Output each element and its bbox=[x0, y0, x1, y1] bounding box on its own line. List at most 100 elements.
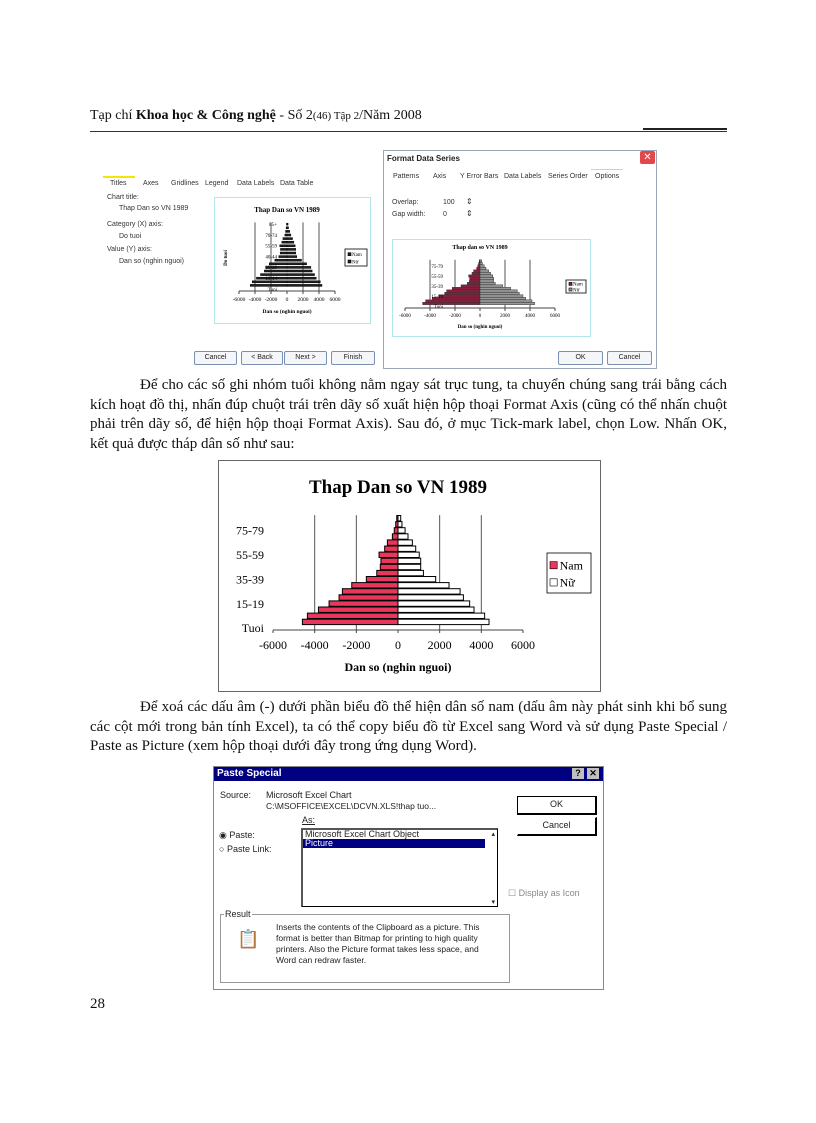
paste-radio[interactable]: ◉ Paste: bbox=[219, 830, 255, 840]
ok-button[interactable]: OK bbox=[558, 351, 603, 365]
bar-nam bbox=[281, 240, 288, 244]
cancel-button[interactable]: Cancel bbox=[517, 817, 597, 836]
bar-nu bbox=[397, 606, 475, 613]
x-tick-label: 6000 bbox=[511, 638, 535, 652]
paste-as-listbox[interactable]: Microsoft Excel Chart Object Picture ▴ ▾ bbox=[301, 828, 498, 907]
bar-nu bbox=[479, 299, 533, 303]
bar-nu bbox=[479, 287, 511, 290]
legend-swatch bbox=[568, 282, 573, 286]
bar-nu bbox=[397, 527, 406, 534]
tab-gridlines[interactable]: Gridlines bbox=[171, 180, 199, 187]
category-label: 85+ bbox=[269, 223, 277, 228]
bar-nu bbox=[397, 563, 422, 571]
chart-title-input[interactable]: Thap Dan so VN 1989 bbox=[119, 205, 189, 212]
display-as-icon-checkbox[interactable]: ☐ Display as Icon bbox=[508, 888, 580, 898]
bar-nu bbox=[479, 294, 524, 298]
gap-width-input[interactable]: 0 bbox=[443, 211, 447, 218]
list-item[interactable]: Microsoft Excel Chart Object bbox=[305, 829, 420, 839]
radio-selected-icon: ◉ bbox=[219, 830, 227, 840]
cancel-button[interactable]: Cancel bbox=[194, 351, 237, 365]
bar-nu bbox=[397, 588, 461, 595]
tab-legend[interactable]: Legend bbox=[205, 180, 229, 187]
gap-width-label: Gap width: bbox=[392, 211, 426, 218]
bar-nam bbox=[469, 277, 481, 280]
bar-nam bbox=[378, 551, 399, 558]
tab-patterns[interactable]: Patterns bbox=[393, 173, 420, 180]
paste-link-radio[interactable]: ○ Paste Link: bbox=[219, 844, 272, 854]
scroll-down-icon[interactable]: ▾ bbox=[491, 899, 495, 906]
tab-series-order[interactable]: Series Order bbox=[548, 173, 588, 180]
cancel-button[interactable]: Cancel bbox=[607, 351, 652, 365]
bar-nam bbox=[476, 267, 481, 270]
series-preview-svg: Thap dan so VN 1989 -6000 -4000 -2000 0 2000 4… bbox=[399, 245, 587, 330]
bar-nu bbox=[397, 569, 424, 577]
tab-titles[interactable]: Titles bbox=[110, 180, 127, 187]
tab-data-table[interactable]: Data Table bbox=[280, 180, 314, 187]
tab-data-labels[interactable]: Data Labels bbox=[237, 180, 275, 187]
value-axis-label: Value (Y) axis: bbox=[107, 246, 152, 253]
legend-swatch bbox=[549, 578, 558, 587]
clipboard-icon: 📋 bbox=[237, 929, 260, 949]
x-axis-label: Dan so (nghin nguoi) bbox=[458, 325, 503, 330]
close-icon[interactable]: ✕ bbox=[640, 151, 655, 164]
scroll-up-icon[interactable]: ▴ bbox=[491, 831, 495, 838]
category-axis-input[interactable]: Do tuoi bbox=[119, 233, 142, 240]
tab-axes[interactable]: Axes bbox=[143, 180, 159, 187]
bar-nu bbox=[286, 280, 321, 284]
bar-nam bbox=[379, 563, 399, 571]
bar-nam bbox=[460, 284, 481, 288]
category-label: 55-59 bbox=[236, 548, 264, 562]
legend-label: Nữ bbox=[573, 288, 580, 293]
bar-nam bbox=[351, 582, 399, 589]
bar-nu bbox=[397, 539, 413, 546]
tab-options[interactable]: Options bbox=[595, 173, 620, 180]
x-tick-label: -2000 bbox=[449, 314, 461, 319]
overlap-spinner-icon[interactable]: ⇕ bbox=[466, 197, 473, 206]
bar-nu bbox=[397, 515, 402, 522]
legend-label: Nữ bbox=[560, 576, 576, 590]
bar-nu bbox=[397, 545, 417, 552]
next-button[interactable]: Next > bbox=[284, 351, 327, 365]
bar-nu bbox=[397, 521, 403, 528]
category-label: Tuoi bbox=[242, 621, 265, 635]
bar-nam bbox=[282, 237, 288, 240]
bar-nu bbox=[479, 284, 503, 288]
bar-nam bbox=[280, 248, 288, 251]
bar-nu bbox=[479, 282, 496, 285]
value-axis-input[interactable]: Dan so (nghin nguoi) bbox=[119, 258, 184, 265]
gap-width-spinner-icon[interactable]: ⇕ bbox=[466, 209, 473, 218]
category-axis-label: Category (X) axis: bbox=[107, 221, 164, 228]
bar-nu bbox=[479, 279, 494, 283]
list-item-selected[interactable]: Picture bbox=[303, 839, 485, 848]
tab-axis[interactable]: Axis bbox=[433, 173, 447, 180]
population-pyramid-chart: Thap Dan so VN 1989 -6000 -4000 -2000 0 2000 4… bbox=[218, 460, 601, 692]
category-label: 25-29 bbox=[265, 266, 277, 271]
chart-preview-svg: Thap Dan so VN 1989 -6000 -4000 -2000 0 2000 4… bbox=[224, 206, 368, 315]
bar-nam bbox=[471, 272, 481, 275]
bar-nam bbox=[391, 533, 399, 540]
bar-nu bbox=[479, 274, 493, 278]
header-issue: (46) Tập 2 bbox=[312, 110, 360, 122]
legend-box bbox=[546, 552, 592, 594]
bar-nam bbox=[438, 294, 481, 298]
x-tick-label: -2000 bbox=[342, 638, 370, 652]
tab-data-labels[interactable]: Data Labels bbox=[504, 173, 542, 180]
help-icon[interactable]: ? bbox=[572, 768, 584, 779]
y-axis-label: Do tuoi bbox=[224, 250, 229, 266]
journal-name: Khoa học & Công nghệ bbox=[135, 108, 276, 123]
overlap-input[interactable]: 100 bbox=[443, 199, 455, 206]
bar-nu bbox=[286, 230, 290, 233]
bar-nam bbox=[422, 302, 481, 305]
finish-button[interactable]: Finish bbox=[331, 351, 375, 365]
close-icon[interactable]: ✕ bbox=[587, 768, 599, 779]
x-tick-label: 4000 bbox=[469, 638, 493, 652]
x-tick-label: -2000 bbox=[265, 297, 278, 303]
title-bar: Paste Special ? ✕ bbox=[214, 767, 603, 781]
back-button[interactable]: < Back bbox=[241, 351, 283, 365]
bar-nam bbox=[279, 244, 288, 248]
x-tick-label: 6000 bbox=[330, 297, 341, 303]
tab-y-error-bars[interactable]: Y Error Bars bbox=[460, 173, 499, 180]
ok-button[interactable]: OK bbox=[517, 796, 597, 815]
bar-nu bbox=[397, 551, 420, 558]
category-label: 75-79 bbox=[236, 524, 264, 538]
